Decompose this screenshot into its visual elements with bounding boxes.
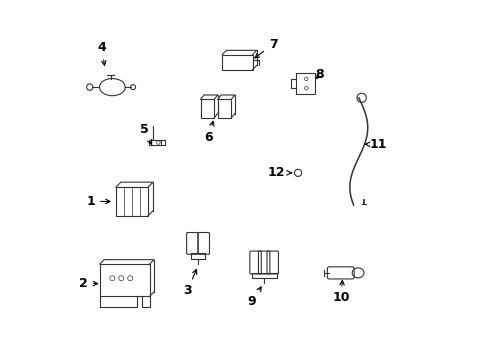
Text: 11: 11 [365,138,386,151]
Text: 4: 4 [97,41,106,65]
Text: 7: 7 [254,38,277,58]
Text: 9: 9 [247,287,261,308]
Text: 12: 12 [267,166,291,179]
Text: 8: 8 [315,68,323,81]
Text: 10: 10 [331,280,349,305]
Text: 2: 2 [79,277,98,290]
Text: 5: 5 [140,123,151,144]
Text: 3: 3 [183,269,196,297]
Text: 6: 6 [204,121,214,144]
Text: 1: 1 [86,195,110,208]
